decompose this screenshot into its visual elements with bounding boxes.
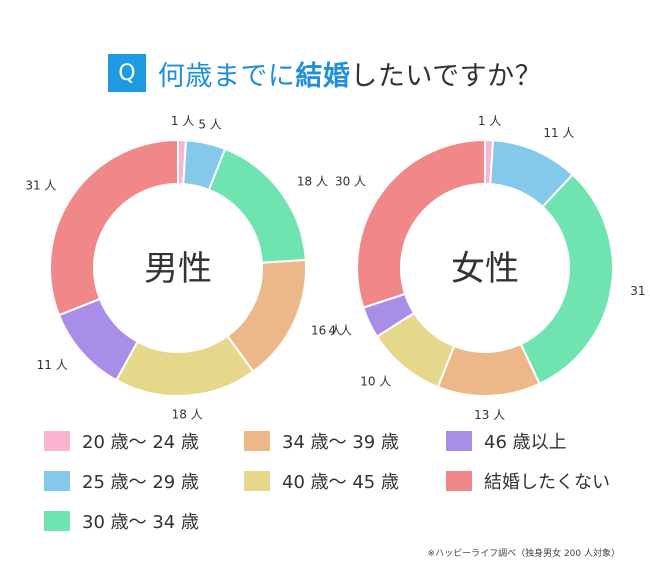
legend: 20 歳〜 24 歳 25 歳〜 29 歳 30 歳〜 34 歳 34 歳〜 3… [44, 428, 644, 538]
legend-item-34-39: 34 歳〜 39 歳 [244, 428, 399, 454]
slice-value-label: 18 人 [172, 408, 203, 422]
legend-label: 46 歳以上 [484, 432, 567, 453]
slice-value-label: 1 人 [171, 114, 194, 128]
chart-header: Q 何歳までに結婚したいですか？ [0, 50, 650, 96]
slice-value-label: 4 人 [329, 324, 352, 338]
slice-value-label: 31 人 [25, 178, 56, 192]
chart-title: 何歳までに結婚したいですか？ [158, 54, 542, 93]
slice-value-label: 1 人 [478, 114, 501, 128]
legend-swatch [44, 471, 70, 491]
legend-label: 40 歳〜 45 歳 [282, 472, 399, 493]
donut-slice [114, 334, 255, 397]
donut-center-label: 男性 [144, 249, 212, 289]
legend-swatch [244, 471, 270, 491]
donut-center-label: 女性 [451, 249, 519, 289]
slice-value-label: 5 人 [198, 118, 221, 132]
slice-value-label: 30 人 [335, 175, 366, 189]
legend-label: 結婚したくない [484, 472, 610, 493]
legend-item-40-45: 40 歳〜 45 歳 [244, 468, 399, 494]
slice-value-label: 18 人 [297, 175, 328, 189]
legend-item-30-34: 30 歳〜 34 歳 [44, 508, 199, 534]
legend-item-25-29: 25 歳〜 29 歳 [44, 468, 199, 494]
donut-slice [356, 138, 486, 309]
slice-value-label: 10 人 [360, 374, 391, 388]
legend-item-no-marriage: 結婚したくない [446, 468, 610, 494]
donut-slice [49, 138, 179, 317]
title-emphasis: 結婚 [295, 60, 351, 92]
slice-value-label: 16 人 [311, 324, 342, 338]
question-badge: Q [107, 54, 146, 92]
donut-slice [519, 173, 614, 386]
legend-label: 20 歳〜 24 歳 [82, 432, 199, 453]
slice-value-label: 11 人 [543, 126, 574, 140]
legend-swatch [446, 431, 472, 451]
legend-label: 30 歳〜 34 歳 [82, 512, 199, 533]
slice-value-label: 13 人 [474, 408, 505, 422]
footnote: ※ハッピーライフ調べ（独身男女 200 人対象） [427, 549, 620, 559]
title-part1: 何歳までに [157, 60, 296, 92]
legend-label: 34 歳〜 39 歳 [282, 432, 399, 453]
donut-slice [436, 342, 541, 397]
donut-slice [207, 147, 307, 264]
legend-swatch [244, 431, 270, 451]
legend-label: 25 歳〜 29 歳 [82, 472, 199, 493]
legend-item-46-plus: 46 歳以上 [446, 428, 567, 454]
title-part2: したいですか？ [350, 60, 543, 92]
legend-swatch [44, 511, 70, 531]
slice-value-label: 31 人 [630, 284, 650, 298]
legend-item-20-24: 20 歳〜 24 歳 [44, 428, 199, 454]
legend-swatch [446, 471, 472, 491]
slice-value-label: 11 人 [37, 358, 68, 372]
legend-swatch [44, 431, 70, 451]
